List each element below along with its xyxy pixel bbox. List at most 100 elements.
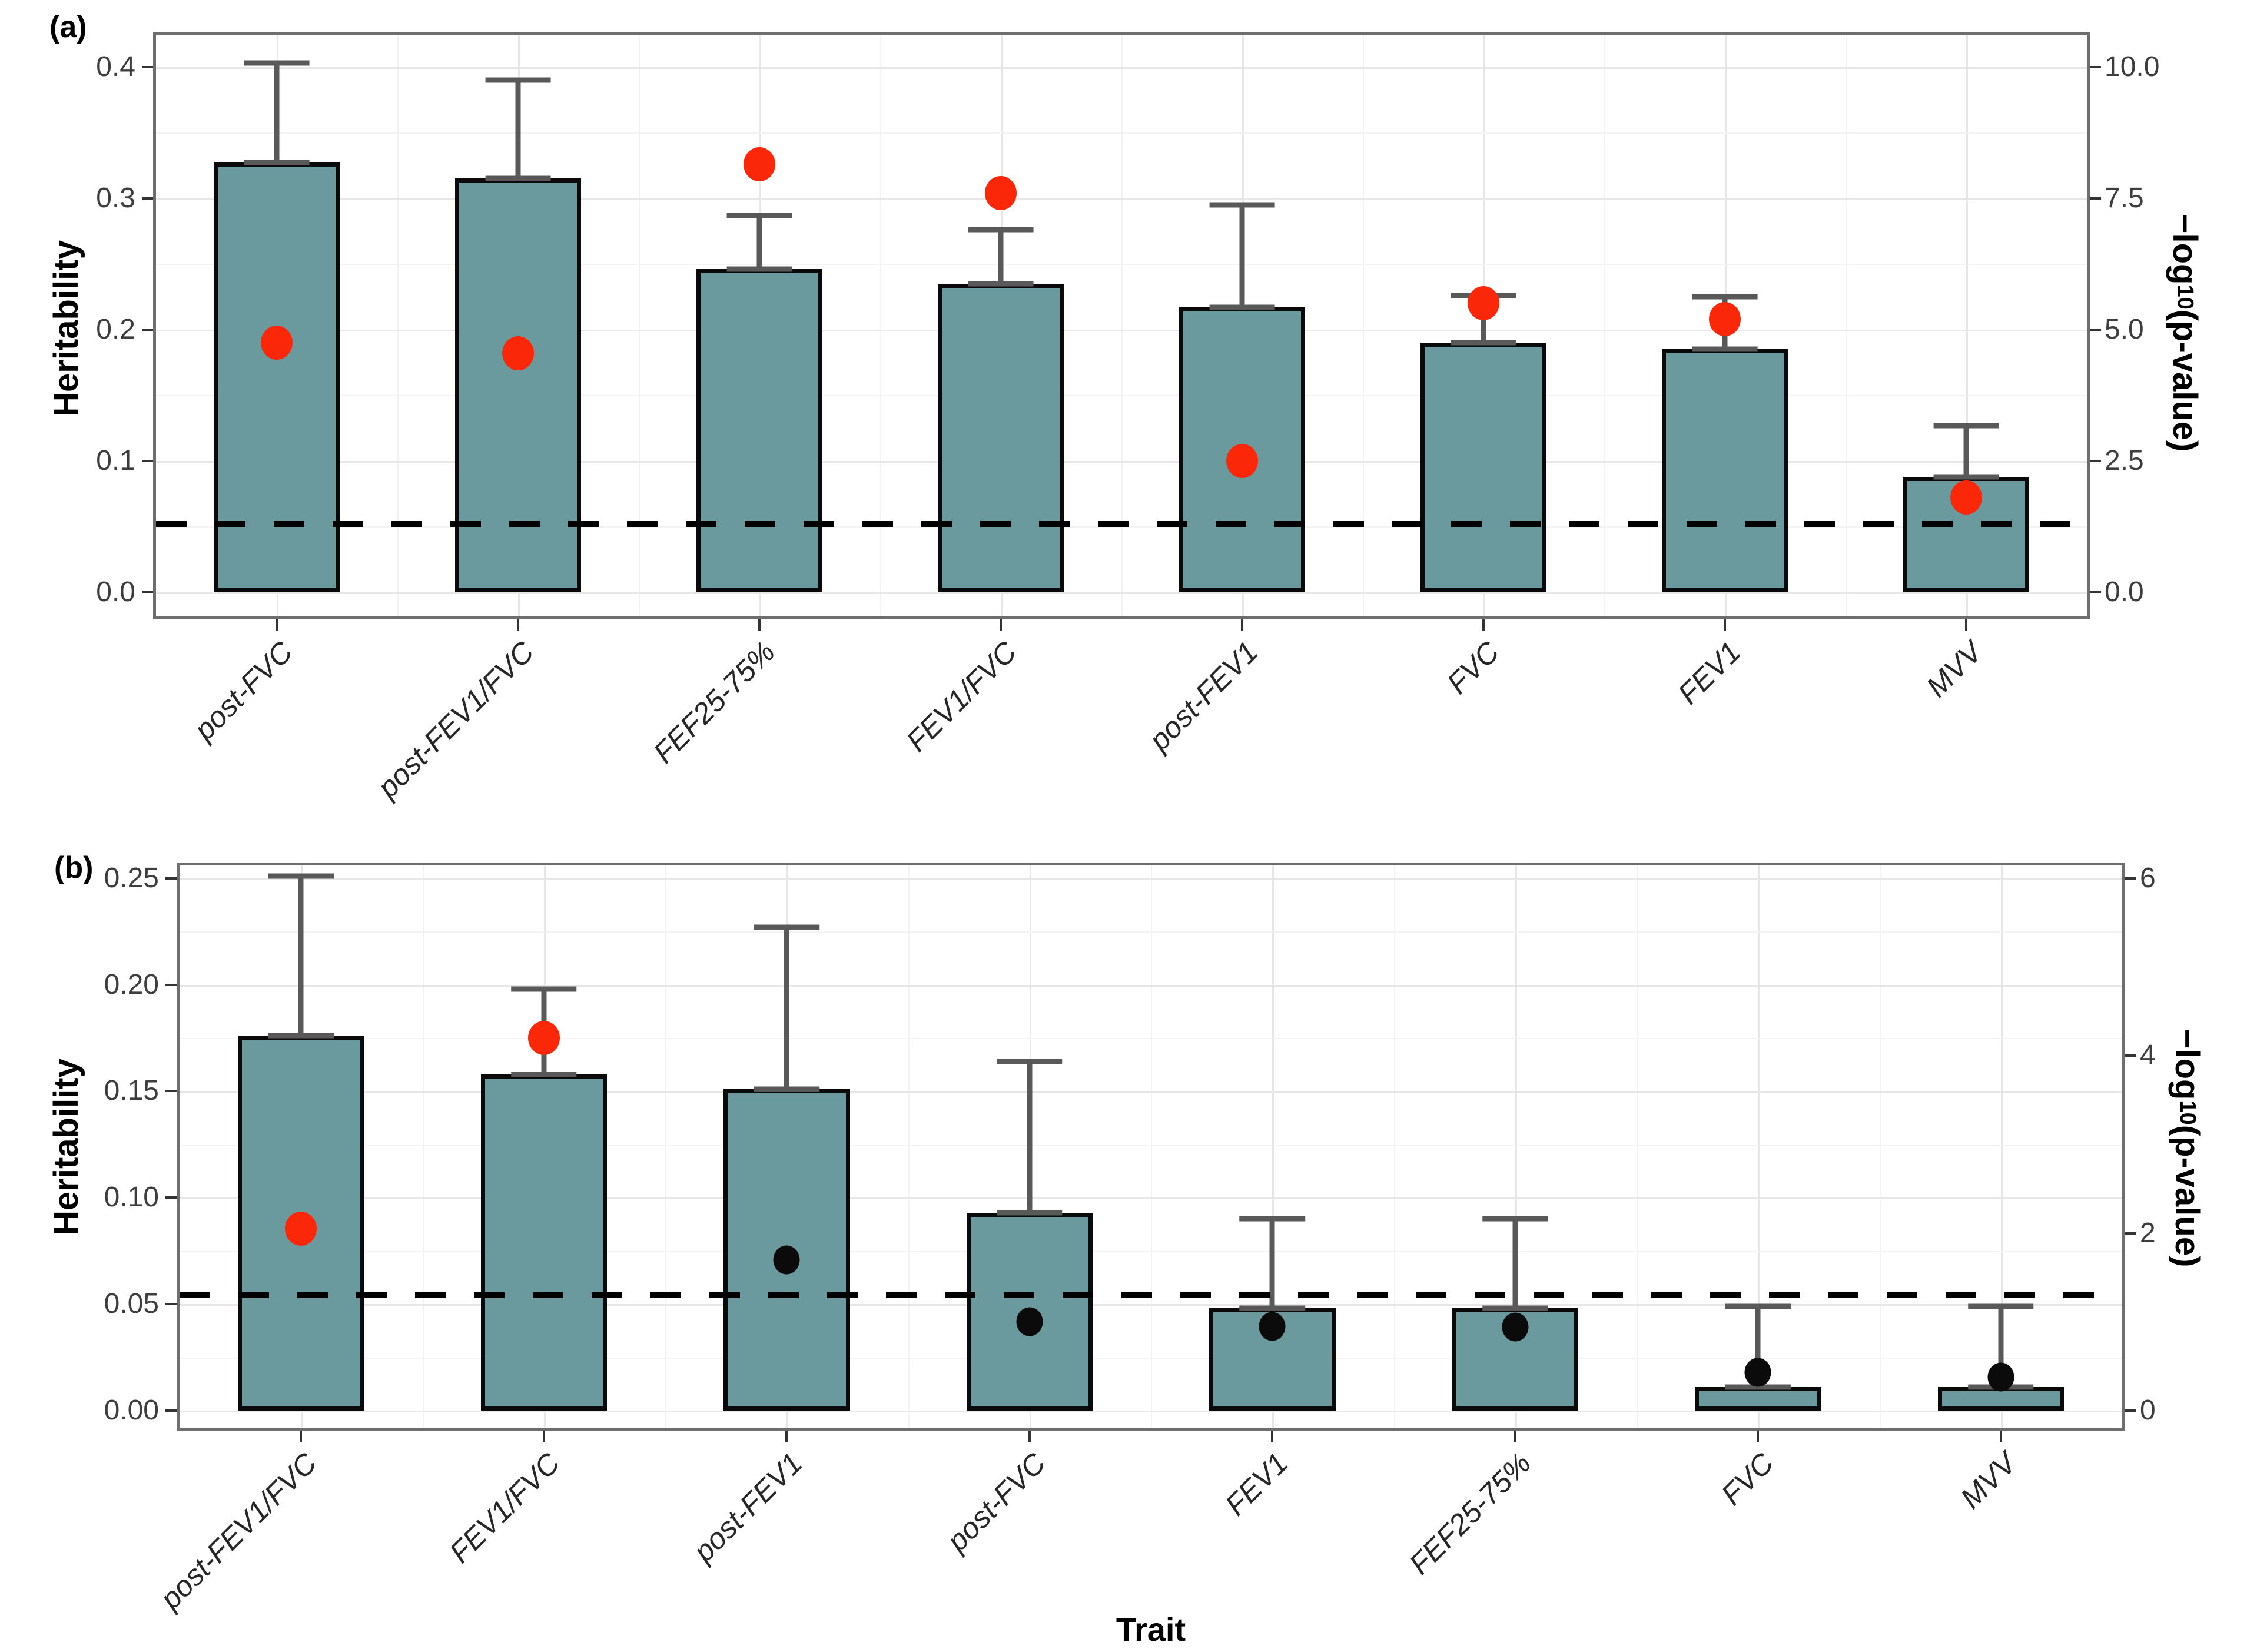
right-axis-tick-label: 10.0 — [2105, 51, 2160, 82]
error-bar-stem — [298, 876, 304, 1036]
right-axis-tick — [2090, 459, 2101, 462]
error-bar-stem — [756, 215, 762, 270]
error-bar-cap-bottom — [968, 281, 1034, 287]
error-bar-cap-bottom — [1933, 474, 1999, 480]
error-bar-cap-top — [1967, 1303, 2034, 1309]
error-bar-cap-top — [510, 986, 577, 992]
gridline-horizontal-minor — [156, 526, 2087, 528]
x-axis-label: post-FVC — [940, 1446, 1052, 1558]
x-axis-tick — [1999, 1431, 2002, 1442]
right-axis-tick-label: 4 — [2140, 1040, 2156, 1072]
gridline-horizontal-minor — [180, 931, 2122, 933]
gridline-vertical-minor — [639, 35, 640, 616]
y-axis-tick-label: 0.10 — [104, 1182, 159, 1213]
x-axis-tick — [1028, 1431, 1031, 1442]
error-bar-cap-top — [754, 924, 820, 930]
bar — [455, 178, 581, 592]
pvalue-point-black — [1987, 1362, 2014, 1392]
y-axis-tick-label: 0.00 — [104, 1395, 159, 1427]
x-axis-label: post-FEV1/FVC — [371, 635, 540, 805]
right-axis-tick — [2125, 1232, 2136, 1235]
y-axis-tick — [165, 1303, 177, 1306]
error-bar-stem — [1998, 1306, 2004, 1388]
bar — [1179, 307, 1305, 592]
gridline-horizontal — [156, 67, 2087, 69]
x-axis-tick — [300, 1431, 303, 1442]
gridline-vertical-minor — [1363, 35, 1364, 616]
error-bar-cap-bottom — [1692, 346, 1758, 352]
pvalue-point-black — [1016, 1307, 1043, 1336]
error-bar-stem — [998, 230, 1004, 284]
x-axis-label: post-FVC — [187, 635, 299, 747]
gridline-horizontal — [180, 878, 2122, 880]
panel-a-plot-area: post-FVC post-FEV1/FVC FEF25-75% FEV1/FVC po… — [96, 32, 2159, 804]
y-axis-tick-label: 0.3 — [96, 182, 135, 214]
error-bar-stem — [1239, 204, 1245, 307]
bar — [696, 269, 822, 592]
y-axis-tick-label: 0.15 — [104, 1075, 159, 1107]
pvalue-point-black — [773, 1245, 800, 1275]
y-axis-tick-label: 0.05 — [104, 1288, 159, 1320]
error-bar-cap-bottom — [1725, 1384, 1791, 1390]
error-bar-cap-top — [485, 77, 551, 83]
gridline-vertical-minor — [1846, 35, 1847, 616]
gridline-vertical — [1966, 35, 1968, 616]
bar — [1420, 343, 1546, 592]
y-axis-tick-label: 0.1 — [96, 444, 135, 476]
bar — [480, 1074, 607, 1411]
error-bar-stem — [1269, 1219, 1275, 1309]
error-bar-stem — [1027, 1061, 1033, 1213]
gridline-horizontal-minor — [156, 264, 2087, 266]
right-axis-tick — [2125, 877, 2136, 880]
y-axis-tick — [165, 1090, 177, 1093]
x-axis-tick — [276, 619, 278, 631]
y-axis-tick — [142, 328, 153, 331]
right-axis-tick-label: 2.5 — [2105, 444, 2144, 476]
gridline-horizontal-minor — [180, 1038, 2122, 1039]
pvalue-point-red — [502, 336, 534, 370]
panel-b-x-axis-title: Trait — [1116, 1611, 1186, 1648]
panel-b-right-axis-title: −log 10 (p-value) — [2161, 854, 2214, 1442]
x-axis-label: FEV1 — [1219, 1446, 1295, 1522]
error-bar-cap-top — [244, 60, 310, 66]
pvalue-point-red — [261, 326, 293, 360]
bar — [214, 162, 340, 592]
right-axis-tick-label: 7.5 — [2105, 182, 2144, 214]
gridline-vertical-minor — [1879, 865, 1881, 1428]
panel-b-y-axis-title: Heritability — [47, 1059, 85, 1235]
y-axis-tick-label: 0.0 — [96, 576, 135, 608]
x-axis-label: FEV1 — [1671, 635, 1747, 711]
pvalue-point-black — [1259, 1312, 1286, 1341]
y-axis-tick — [142, 459, 153, 462]
x-axis-tick — [1271, 1431, 1274, 1442]
error-bar-cap-top — [996, 1059, 1063, 1064]
right-axis-tick — [2090, 591, 2101, 593]
right-axis-tick-label: 2 — [2140, 1217, 2156, 1249]
bar — [1662, 349, 1788, 592]
y-axis-tick — [165, 1409, 177, 1412]
error-bar-stem — [515, 79, 521, 179]
x-axis-tick — [1241, 619, 1243, 631]
y-axis-tick — [142, 591, 153, 593]
x-axis-tick — [1965, 619, 1967, 631]
y-axis-tick-label: 0.20 — [104, 968, 159, 1000]
gridline-horizontal-minor — [156, 395, 2087, 397]
error-bar-stem — [1755, 1306, 1761, 1388]
gridline-horizontal — [180, 1411, 2122, 1413]
pvalue-point-black — [1744, 1358, 1771, 1387]
pvalue-point-red — [527, 1021, 560, 1055]
gridline-vertical-minor — [908, 865, 910, 1428]
error-bar-cap-top — [726, 213, 792, 218]
gridline-horizontal — [180, 1304, 2122, 1306]
gridline-horizontal-minor — [180, 1357, 2122, 1359]
gridline-horizontal — [156, 329, 2087, 331]
gridline-vertical — [2000, 865, 2003, 1428]
error-bar-stem — [784, 927, 789, 1089]
x-axis-label: FEV1/FVC — [443, 1446, 566, 1570]
right-axis-tick-label: 0.0 — [2105, 576, 2144, 608]
y-axis-tick — [142, 65, 153, 68]
x-axis-tick — [1482, 619, 1485, 631]
gridline-vertical-minor — [1151, 865, 1152, 1428]
gridline-vertical-minor — [1393, 865, 1395, 1428]
